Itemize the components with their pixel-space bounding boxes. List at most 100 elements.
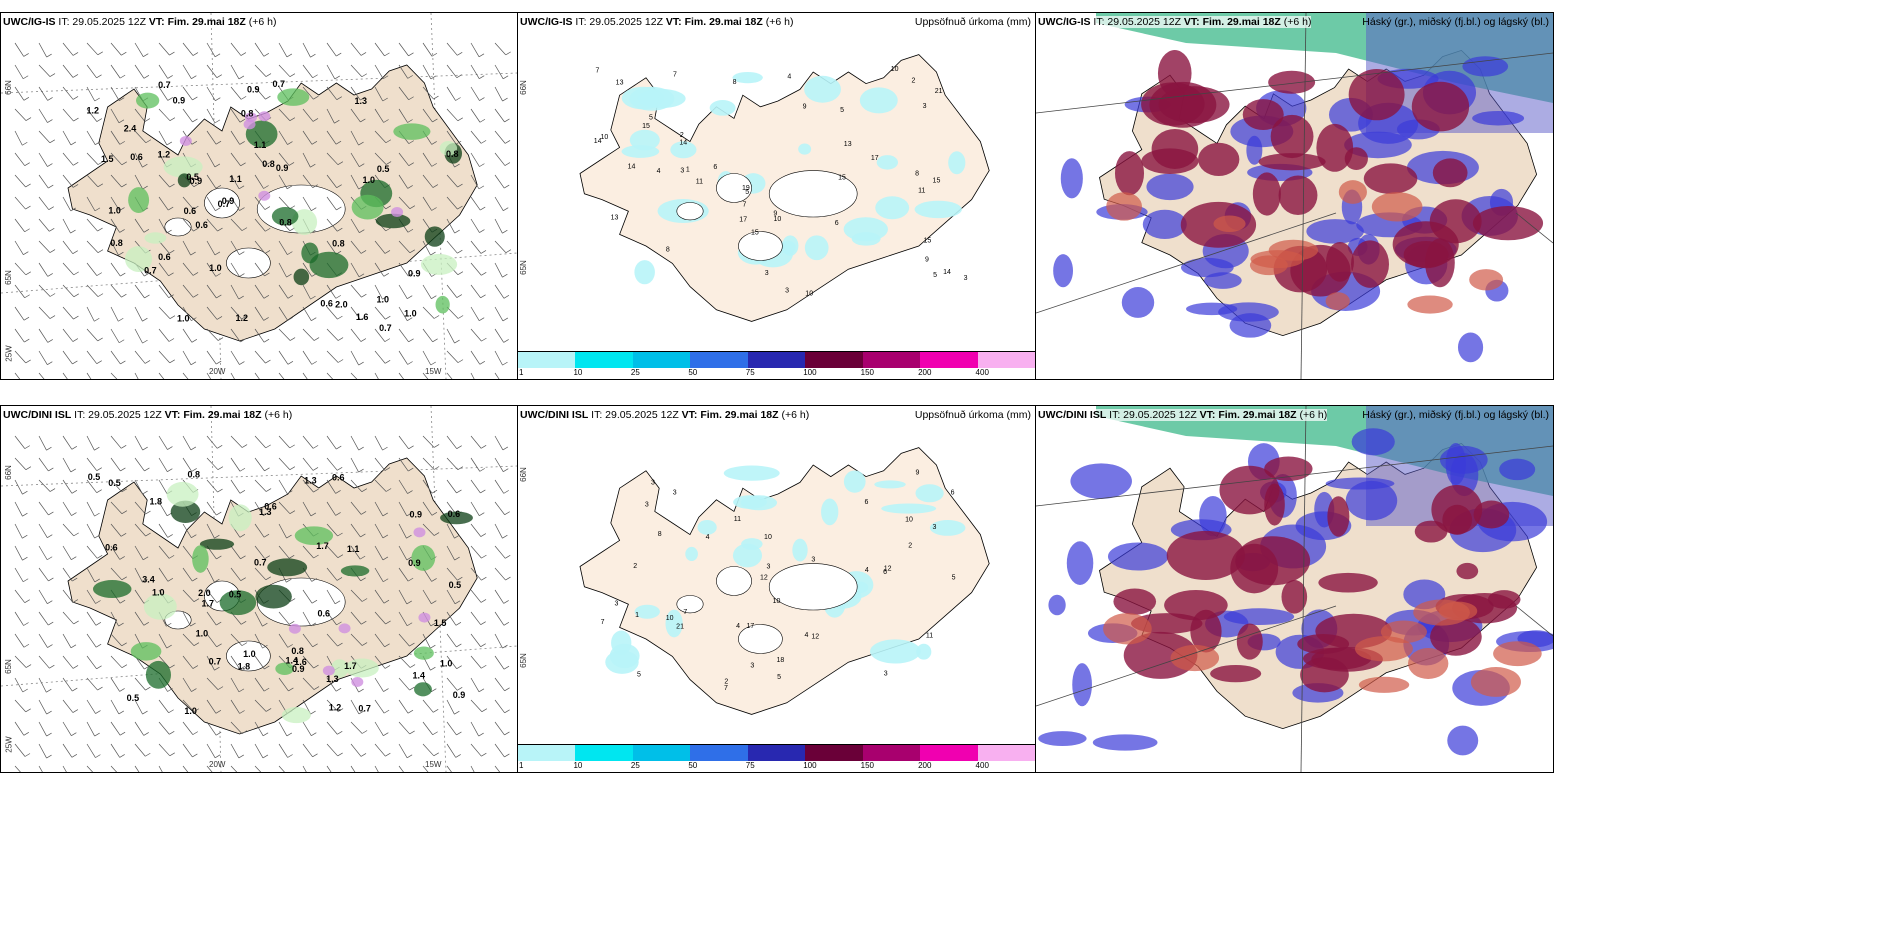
- wind-barb: [446, 655, 457, 669]
- wind-barb-flag: [431, 163, 437, 167]
- precip-area: [732, 71, 763, 84]
- wind-barb: [38, 372, 45, 379]
- precip-value-label: 11: [926, 633, 933, 640]
- wind-barb: [374, 677, 384, 692]
- wind-barb-flag: [121, 161, 127, 166]
- precip-value-label: 3: [884, 671, 888, 678]
- wind-barb-flag: [168, 206, 174, 211]
- wind-barb-flag: [263, 53, 270, 57]
- wind-barb: [230, 435, 243, 448]
- wind-barb: [302, 677, 315, 690]
- wind-barb: [350, 328, 362, 342]
- wind-barb-flag: [454, 534, 460, 539]
- wind-barb: [206, 174, 217, 189]
- wind-barb-flag: [191, 75, 197, 79]
- wind-barb-flag: [238, 295, 244, 300]
- wind-barb: [230, 372, 235, 379]
- wind-barb: [38, 435, 47, 451]
- wind-value-label: 0.7: [358, 704, 371, 714]
- wind-value-label: 0.8: [262, 159, 275, 169]
- low-cloud: [1157, 50, 1192, 97]
- wind-barb: [422, 372, 429, 379]
- wind-barb-flag: [262, 622, 268, 627]
- wind-barb-flag: [503, 490, 509, 494]
- wind-barb: [494, 152, 506, 166]
- wind-barb-flag: [143, 228, 150, 233]
- wind-barb-flag: [359, 163, 365, 168]
- wind-barb: [302, 350, 313, 365]
- wind-barb-flag: [24, 599, 30, 603]
- lon-label-20w: 20W: [209, 760, 226, 769]
- wind-barb-flag: [94, 446, 100, 451]
- wind-barb: [62, 435, 73, 450]
- wind-barb-flag: [118, 622, 124, 627]
- wind-barb: [374, 479, 387, 492]
- wind-map-row1: 0.70.60.81.00.90.71.21.10.60.90.81.01.30…: [1, 13, 517, 379]
- wind-barb-flag: [118, 710, 125, 715]
- lat-label-66n: 66N: [3, 465, 13, 480]
- wind-barb-flag: [504, 709, 510, 714]
- wind-barb: [398, 589, 408, 605]
- wind-barb-flag: [217, 337, 224, 341]
- wind-barb-flag: [457, 315, 464, 319]
- wind-barb: [302, 743, 313, 758]
- precip-value-label: 15: [642, 123, 650, 130]
- precip-panel-row1: 1 14 15 15 2 8 9 10 14 11 19 21 17 3 4 3 15 8 5 9 6 10 13 15 11 1…: [517, 12, 1036, 380]
- wind-barb: [134, 457, 145, 472]
- wind-barb-flag: [215, 97, 221, 101]
- wind-barb: [14, 328, 25, 343]
- wind-barb-flag: [214, 534, 220, 539]
- wind-barb: [182, 284, 194, 298]
- colorbar-swatch: [690, 351, 749, 368]
- wind-barb: [254, 501, 264, 516]
- wind-barb-flag: [167, 578, 174, 582]
- wind-barb: [302, 765, 307, 772]
- wind-barb-flag: [142, 490, 148, 495]
- wind-barb: [446, 328, 455, 344]
- wind-barb: [182, 611, 191, 627]
- mid-cloud: [1060, 158, 1083, 199]
- wind-barb-flag: [313, 95, 319, 100]
- wind-barb-flag: [433, 709, 439, 713]
- lat-label-65n: 65N: [3, 270, 13, 285]
- wind-barb: [110, 721, 121, 736]
- lat-label-65n: 65N: [518, 653, 528, 668]
- wind-barb-flag: [337, 467, 343, 471]
- wind-value-label: 1.3: [354, 96, 367, 106]
- colorbar-swatch: [747, 744, 807, 761]
- wind-barb: [326, 677, 337, 692]
- colorbar-swatch: [805, 351, 864, 368]
- precip-map-row1: 1141515289101411192117343158596101315111…: [579, 54, 990, 322]
- precip-value-label: 6: [835, 220, 839, 227]
- wind-barb-flag: [144, 360, 151, 364]
- colorbar-swatch: [518, 744, 577, 761]
- wind-barb: [278, 479, 288, 494]
- wind-barb: [158, 457, 168, 472]
- wind-barb: [110, 64, 121, 79]
- wind-barb: [86, 42, 99, 56]
- wind-barb-flag: [241, 730, 248, 734]
- gust-area: [136, 92, 160, 109]
- wind-barb: [134, 152, 143, 168]
- precip-value-label: 4: [736, 623, 740, 630]
- wind-barb: [38, 152, 48, 167]
- wind-barb-flag: [167, 534, 173, 538]
- wind-barb: [278, 545, 290, 559]
- wind-barb: [326, 284, 337, 299]
- wind-barb: [158, 262, 169, 277]
- precip-value-label: 9: [916, 469, 920, 476]
- wind-barb: [206, 611, 217, 626]
- colorbar-swatch: [920, 351, 979, 368]
- wind-barb: [38, 677, 47, 693]
- wind-barb-flag: [409, 730, 415, 735]
- wind-barb-flag: [72, 250, 78, 254]
- gust-area: [145, 660, 171, 689]
- wind-barb: [110, 152, 123, 166]
- wind-barb-flag: [406, 556, 412, 561]
- wind-barb: [206, 306, 218, 320]
- wind-barb-flag: [22, 490, 28, 495]
- wind-barb-flag: [72, 577, 78, 582]
- wind-barb-flag: [286, 273, 292, 278]
- wind-barb-flag: [121, 293, 127, 298]
- glacier-2: [738, 624, 783, 654]
